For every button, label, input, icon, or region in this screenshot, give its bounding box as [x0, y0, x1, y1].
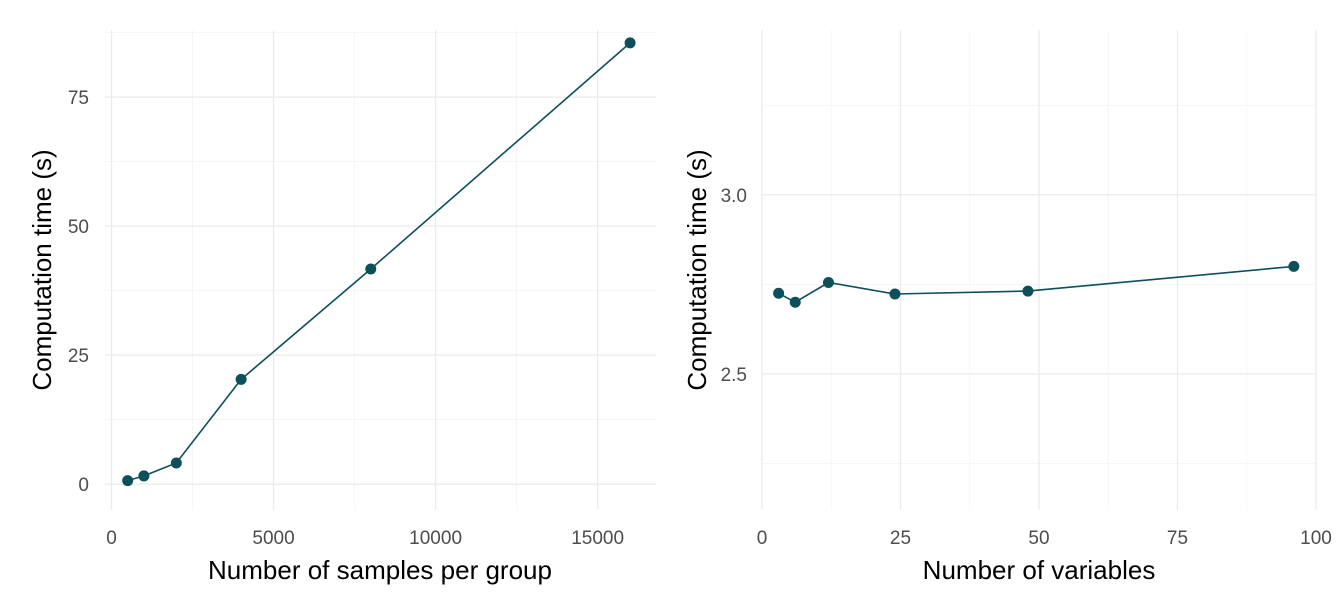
x-axis-title-0: Number of samples per group [208, 555, 552, 585]
grid-0 [105, 30, 656, 510]
data-point [889, 288, 901, 300]
data-point [822, 277, 834, 289]
y-axis-title-1: Computation time (s) [682, 149, 712, 390]
y-tick-label: 0 [78, 475, 89, 496]
x-tick-labels-0: 0 5000 10000 15000 [106, 528, 624, 549]
data-point [365, 263, 377, 275]
x-tick-label: 0 [106, 528, 117, 549]
chart-samples-per-group: 0 5000 10000 15000 0 25 50 75 Number of sample… [27, 30, 656, 585]
chart-variables: 0 25 50 75 100 2.5 3.0 Number of variables Co… [682, 30, 1332, 585]
data-point [1288, 260, 1300, 272]
series-line [127, 42, 631, 482]
y-tick-label: 50 [68, 217, 89, 238]
x-tick-label: 5000 [252, 528, 294, 549]
data-point [789, 296, 801, 308]
x-tick-label: 15000 [571, 528, 624, 549]
data-point [122, 475, 134, 487]
grid-1 [761, 30, 1317, 510]
data-point [170, 457, 182, 469]
x-tick-labels-1: 0 25 50 75 100 [757, 528, 1332, 549]
x-tick-label: 0 [757, 528, 768, 549]
series-1 [773, 260, 1300, 308]
y-axis-title-0: Computation time (s) [27, 149, 57, 390]
y-tick-labels-1: 2.5 3.0 [721, 186, 747, 386]
data-point [1022, 285, 1034, 297]
y-tick-label: 75 [68, 88, 89, 109]
x-axis-title-1: Number of variables [923, 555, 1156, 585]
data-point [773, 287, 785, 299]
y-tick-label: 2.5 [721, 365, 747, 386]
series-0 [122, 37, 636, 487]
y-tick-label: 3.0 [721, 186, 747, 207]
x-tick-label: 50 [1028, 528, 1049, 549]
data-point [235, 373, 247, 385]
x-tick-label: 10000 [409, 528, 462, 549]
data-point [624, 37, 636, 49]
data-point [138, 470, 150, 482]
x-tick-label: 25 [890, 528, 911, 549]
x-tick-label: 75 [1167, 528, 1188, 549]
y-tick-label: 25 [68, 346, 89, 367]
x-tick-label: 100 [1300, 528, 1332, 549]
y-tick-labels-0: 0 25 50 75 [68, 88, 89, 496]
